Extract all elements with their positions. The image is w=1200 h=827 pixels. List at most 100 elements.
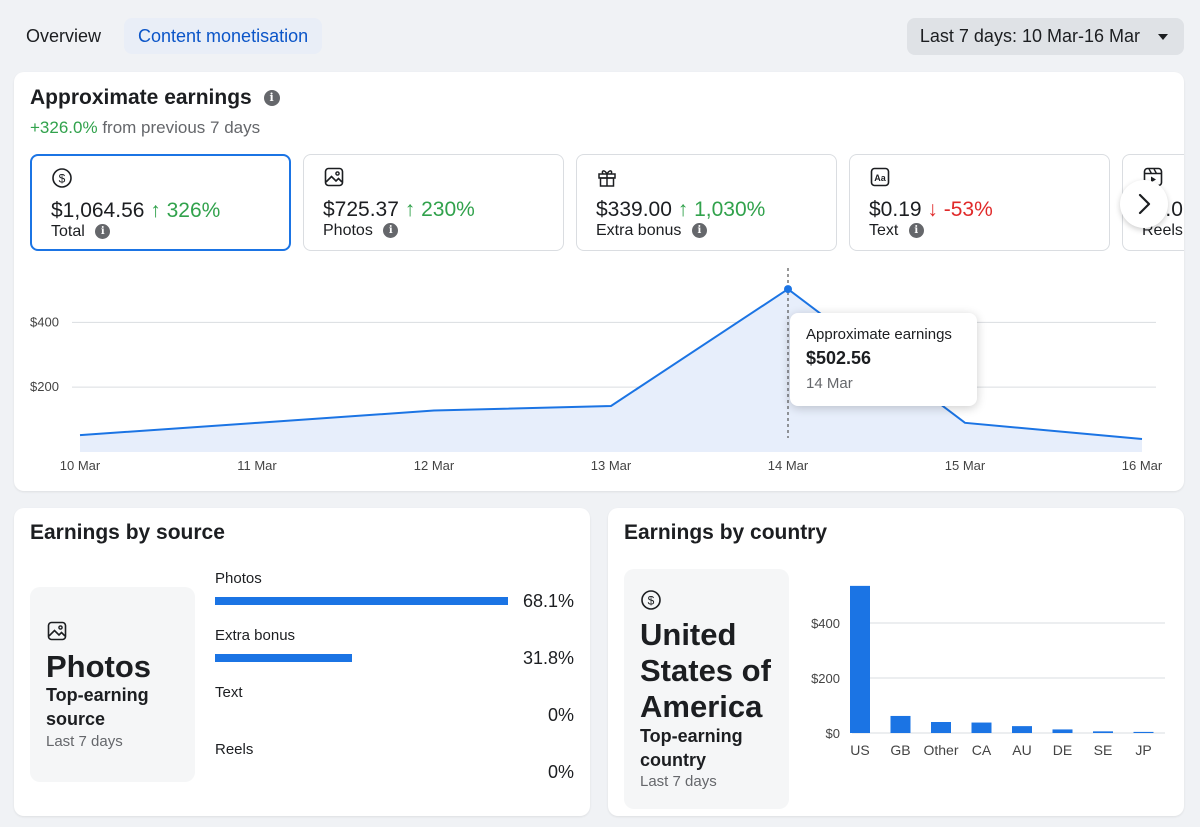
data-point[interactable] bbox=[784, 285, 792, 294]
source-row-bar bbox=[215, 597, 508, 605]
svg-text:$: $ bbox=[59, 172, 66, 186]
x-tick-label: SE bbox=[1094, 742, 1113, 758]
x-tick-label: 16 Mar bbox=[1122, 458, 1163, 473]
metric-change: ↓ -53% bbox=[927, 198, 992, 221]
y-tick-label: $0 bbox=[826, 726, 840, 741]
y-tick-label: $400 bbox=[30, 314, 59, 329]
x-tick-label: GB bbox=[890, 742, 910, 758]
source-row-pct: 68.1% bbox=[522, 591, 574, 611]
date-range-dropdown[interactable]: Last 7 days: 10 Mar-16 Mar bbox=[906, 18, 1184, 55]
metric-total-value-row: $1,064.56 ↑ 326% bbox=[51, 199, 220, 223]
info-icon[interactable]: i bbox=[908, 223, 924, 239]
country-bar[interactable] bbox=[971, 722, 992, 733]
metric-change: ↑ 1,030% bbox=[678, 198, 766, 221]
x-tick-label: 15 Mar bbox=[945, 458, 986, 473]
info-icon[interactable]: i bbox=[95, 224, 111, 240]
country-bar[interactable] bbox=[1012, 726, 1032, 733]
metric-text[interactable]: Aa $0.19 ↓ -53% Text i bbox=[849, 154, 1110, 251]
x-tick-label: AU bbox=[1012, 742, 1031, 758]
source-row-bar bbox=[215, 654, 352, 662]
x-tick-label: Other bbox=[923, 742, 958, 758]
info-icon[interactable]: i bbox=[263, 90, 280, 107]
gift-icon bbox=[598, 170, 616, 187]
metric-value: $339.00 bbox=[596, 198, 672, 221]
arrow-down-icon: ↓ bbox=[927, 198, 938, 221]
metric-photos[interactable]: $725.37 ↑ 230% Photos i bbox=[303, 154, 564, 251]
metric-change-value: 230% bbox=[421, 198, 475, 221]
dollar-circle-icon: $ bbox=[52, 168, 72, 188]
source-row-label: Photos bbox=[215, 570, 262, 587]
x-tick-label: 10 Mar bbox=[60, 458, 101, 473]
tooltip-label: Approximate earnings bbox=[806, 326, 952, 343]
source-row-label: Reels bbox=[215, 741, 254, 758]
tooltip-date: 14 Mar bbox=[806, 375, 853, 392]
x-tick-label: 11 Mar bbox=[237, 458, 277, 473]
country-bar[interactable] bbox=[1052, 729, 1073, 733]
country-bar[interactable] bbox=[1133, 731, 1154, 733]
source-row-pct: 0% bbox=[547, 762, 574, 782]
image-icon bbox=[324, 167, 344, 187]
scroll-next-button[interactable] bbox=[1120, 180, 1168, 228]
y-tick-label: $200 bbox=[811, 671, 840, 686]
caret-down-icon bbox=[1158, 34, 1168, 40]
top-country-period: Last 7 days bbox=[640, 773, 717, 790]
x-tick-label: JP bbox=[1135, 742, 1151, 758]
earnings-title: Approximate earnings bbox=[30, 86, 252, 109]
tab-overview[interactable]: Overview bbox=[26, 26, 102, 46]
tab-content-monetisation[interactable]: Content monetisation bbox=[124, 18, 323, 54]
earnings-series-line bbox=[79, 287, 1143, 441]
metric-total[interactable]: $ $1,064.56 ↑ 326% Total i bbox=[30, 154, 291, 251]
metric-label: Text bbox=[869, 222, 899, 239]
x-tick-label: 14 Mar bbox=[768, 458, 809, 473]
info-icon[interactable]: i bbox=[691, 223, 707, 239]
metric-photos-value-row: $725.37 ↑ 230% bbox=[323, 198, 475, 222]
top-country-name: United States of America bbox=[640, 617, 771, 724]
earnings-line-chart: $200 $400 10 Mar 11 Mar 12 Mar 13 Mar 14 Mar 15… bbox=[30, 268, 1163, 473]
x-tick-label: DE bbox=[1053, 742, 1072, 758]
source-row-pct: 31.8% bbox=[522, 648, 574, 668]
info-icon[interactable]: i bbox=[383, 223, 399, 239]
svg-text:$: $ bbox=[648, 594, 655, 608]
metric-extra-bonus[interactable]: $339.00 ↑ 1,030% Extra bonus i bbox=[576, 154, 837, 251]
date-range-label: Last 7 days: 10 Mar-16 Mar bbox=[919, 26, 1140, 46]
top-source-period: Last 7 days bbox=[46, 733, 123, 750]
metric-label: Photos bbox=[323, 222, 373, 239]
top-country-highlight: $ United States of America Top-earning c… bbox=[624, 569, 789, 809]
country-bar[interactable] bbox=[850, 585, 870, 733]
metric-label: Extra bonus bbox=[596, 222, 682, 239]
country-bar[interactable] bbox=[931, 722, 951, 733]
approximate-earnings-card: Approximate earnings i +326.0% from prev… bbox=[14, 72, 1184, 491]
metric-extra-bonus-value-row: $339.00 ↑ 1,030% bbox=[596, 198, 765, 222]
earnings-change-pct: +326.0% bbox=[30, 118, 98, 137]
tooltip-value: $502.56 bbox=[806, 348, 872, 368]
top-source-caption: Top-earning source bbox=[46, 685, 149, 729]
metric-label-row: Photos i bbox=[323, 222, 399, 240]
earnings-change-text: from previous 7 days bbox=[102, 118, 261, 137]
metric-label-row: Total i bbox=[51, 223, 111, 241]
metric-label-row: Extra bonus i bbox=[596, 222, 707, 240]
chart-tooltip: Approximate earnings $502.56 14 Mar bbox=[790, 313, 977, 406]
metric-label: Total bbox=[51, 223, 85, 240]
earnings-change-summary: +326.0% from previous 7 days bbox=[30, 118, 260, 138]
country-bar[interactable] bbox=[1093, 731, 1113, 733]
area-fill bbox=[80, 289, 1142, 452]
top-source-highlight: Photos Top-earning source Last 7 days bbox=[30, 587, 195, 782]
metric-change: ↑ 326% bbox=[150, 199, 220, 222]
metric-change: ↑ 230% bbox=[405, 198, 475, 221]
earnings-title-row: Approximate earnings i bbox=[30, 86, 280, 110]
country-bar[interactable] bbox=[890, 715, 911, 733]
source-row-pct: 0% bbox=[547, 705, 574, 725]
country-title: Earnings by country bbox=[624, 521, 828, 544]
top-source-name: Photos bbox=[46, 649, 152, 684]
metric-label-row: Text i bbox=[869, 222, 924, 240]
x-tick-label: US bbox=[850, 742, 869, 758]
source-row-label: Text bbox=[215, 684, 243, 701]
earnings-by-country-card: Earnings by country $ United States of A… bbox=[608, 508, 1184, 816]
top-country-caption: Top-earning country bbox=[640, 726, 743, 770]
text-aa-icon: Aa bbox=[870, 167, 890, 187]
x-tick-label: 12 Mar bbox=[414, 458, 455, 473]
x-tick-label: CA bbox=[972, 742, 992, 758]
chevron-right-icon bbox=[1138, 193, 1151, 215]
metric-change-value: -53% bbox=[943, 198, 993, 221]
arrow-up-icon: ↑ bbox=[404, 198, 416, 221]
